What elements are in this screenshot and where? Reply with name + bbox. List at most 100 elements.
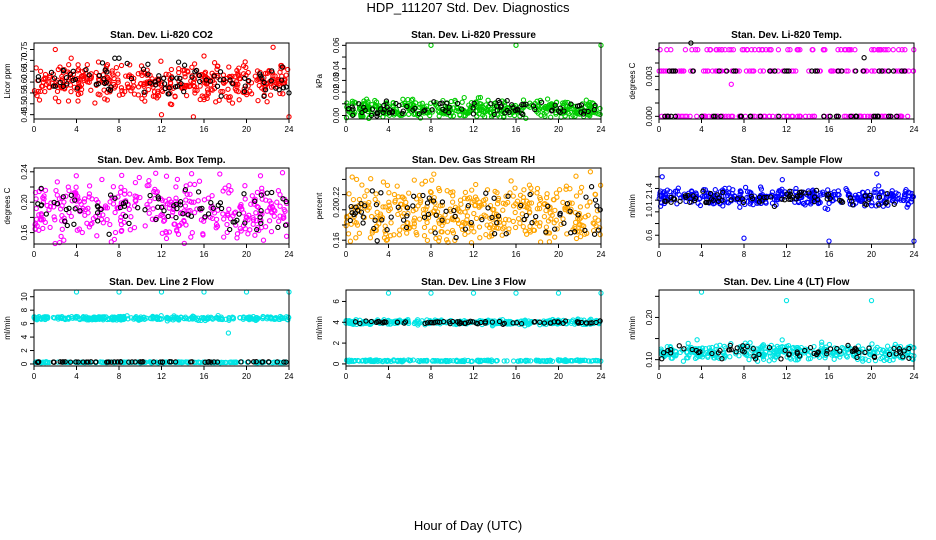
data-point [496,219,503,225]
data-point [523,358,529,364]
data-point [820,47,827,53]
data-point [399,194,405,200]
data-point [737,189,744,195]
data-point [205,91,211,97]
data-point [62,359,68,365]
data-point [444,100,450,106]
data-point [537,220,543,226]
data-point [839,68,845,74]
data-point [54,88,61,95]
data-point [58,233,64,240]
outlier-point [470,290,477,296]
data-point [411,215,418,221]
data-point [400,217,407,223]
data-point [712,113,718,119]
data-point [348,203,354,210]
data-point [275,188,282,194]
data-point [121,316,128,322]
data-point [592,215,598,221]
data-point [712,68,719,74]
data-point [220,211,226,217]
data-point [402,319,409,325]
data-point [53,187,59,194]
data-point [879,354,886,361]
data-point [107,199,113,205]
data-point [594,208,601,214]
data-point [92,100,98,106]
data-point [214,66,220,72]
data-point [711,355,717,361]
data-point [269,210,275,216]
data-point [879,189,885,195]
data-point [279,64,285,70]
data-point [395,204,401,210]
data-point [191,181,198,188]
data-point [789,113,795,119]
data-point [220,88,226,95]
data-point [489,214,495,221]
data-point [138,70,144,76]
data-point [594,203,600,209]
data-point [478,202,485,208]
data-point [824,192,830,198]
data-point [211,60,218,66]
data-point [510,320,516,326]
data-point [520,97,527,103]
outlier-point [886,357,893,364]
data-point [412,319,418,325]
data-point [231,210,237,216]
data-point [592,197,599,203]
data-point [844,187,850,194]
data-point [888,113,894,119]
data-point [685,192,691,199]
data-point [826,200,832,207]
data-point [692,355,699,362]
data-point [359,358,365,364]
data-point [191,83,198,90]
data-point [744,189,751,195]
data-point [746,68,753,74]
data-point [740,343,746,349]
x-tick-label: 12 [782,372,791,381]
data-point [388,214,394,220]
data-point [118,184,124,190]
chart-title: Stan. Dev. Gas Stream RH [412,155,535,166]
data-point [355,207,361,213]
data-point [426,195,432,201]
data-point [672,188,679,194]
data-point [109,70,115,76]
data-point [37,68,44,74]
data-point [62,218,68,224]
data-point [218,93,224,99]
data-point [33,65,39,71]
data-point [687,113,693,119]
data-point [504,358,510,364]
data-point [774,193,780,199]
data-point [376,221,382,227]
data-point [483,190,489,196]
data-point [253,359,259,365]
data-point [465,110,472,116]
data-point [369,230,375,236]
data-point [664,47,670,53]
x-tick-label: 24 [910,125,919,134]
data-point [685,340,691,347]
data-point [349,318,356,325]
data-point [702,346,709,352]
data-point [769,68,775,74]
data-point [362,203,368,209]
x-tick-label: 12 [157,372,166,381]
data-point [543,224,550,230]
data-point [583,97,589,103]
data-point [183,197,189,203]
data-point [103,79,110,86]
data-points [343,42,604,122]
data-point [380,109,386,116]
data-point [161,81,168,87]
data-point [36,97,43,103]
data-point [66,205,72,211]
data-point [856,349,862,356]
data-point [520,223,526,230]
data-point [723,190,729,196]
